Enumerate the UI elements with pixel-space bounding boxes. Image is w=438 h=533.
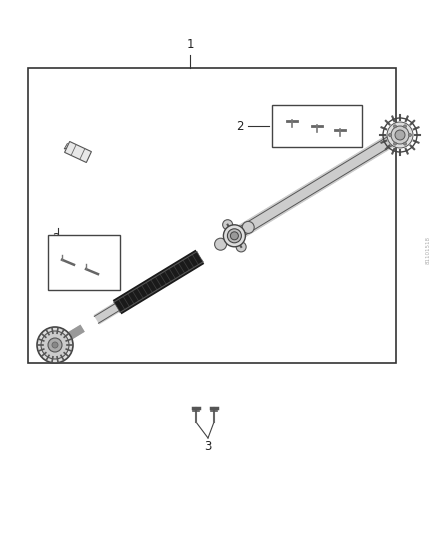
Circle shape bbox=[387, 122, 413, 148]
Circle shape bbox=[48, 338, 62, 352]
Circle shape bbox=[242, 221, 254, 233]
Circle shape bbox=[215, 238, 226, 250]
Bar bbox=[272, 105, 362, 147]
Circle shape bbox=[37, 327, 73, 363]
Text: 3: 3 bbox=[204, 440, 212, 453]
Circle shape bbox=[52, 342, 58, 348]
Circle shape bbox=[223, 220, 233, 230]
Circle shape bbox=[409, 133, 411, 136]
Circle shape bbox=[41, 331, 69, 359]
Circle shape bbox=[393, 125, 396, 128]
Text: 2: 2 bbox=[236, 119, 244, 133]
Circle shape bbox=[395, 130, 405, 140]
Circle shape bbox=[403, 142, 406, 145]
Bar bbox=[28, 68, 396, 363]
Text: 2: 2 bbox=[52, 231, 60, 245]
Text: 1: 1 bbox=[186, 38, 194, 52]
Circle shape bbox=[391, 126, 409, 144]
Circle shape bbox=[223, 225, 245, 247]
Polygon shape bbox=[64, 141, 92, 163]
Circle shape bbox=[393, 142, 396, 145]
Circle shape bbox=[230, 232, 238, 240]
Circle shape bbox=[236, 242, 246, 252]
Circle shape bbox=[227, 229, 241, 243]
Circle shape bbox=[389, 133, 392, 136]
Bar bbox=[48, 235, 120, 290]
Circle shape bbox=[403, 125, 406, 128]
Text: 81101518: 81101518 bbox=[425, 236, 431, 264]
